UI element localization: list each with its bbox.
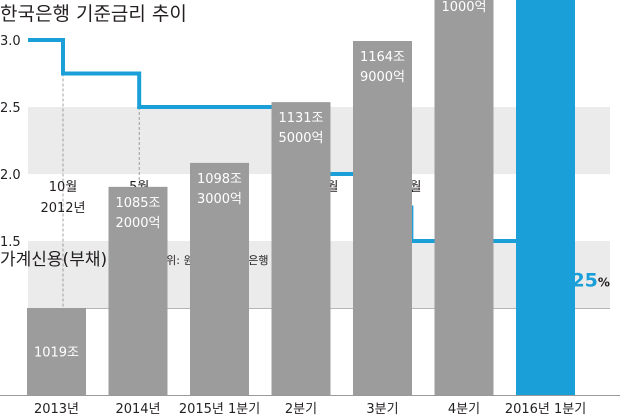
debt-bar-label-1-0: 1085조 bbox=[115, 196, 160, 211]
rate-x-year-0: 2012년 bbox=[40, 201, 85, 216]
rate-y-tick-0: 3.0 bbox=[0, 34, 21, 49]
debt-bar-label-2-0: 1098조 bbox=[197, 172, 242, 187]
debt-bar-label-0: 1019조 bbox=[34, 346, 79, 361]
debt-x-label-2: 2015년 1분기 bbox=[179, 402, 260, 417]
debt-bar-label-5-1: 1000억 bbox=[441, 0, 486, 15]
rate-x-month-0: 10월 bbox=[49, 180, 78, 195]
rate-chart-title: 한국은행 기준금리 추이 bbox=[0, 3, 187, 25]
debt-bar-3 bbox=[271, 102, 331, 395]
rate-y-tick-3: 1.5 bbox=[0, 235, 21, 250]
debt-x-label-6: 2016년 1분기 bbox=[505, 402, 586, 417]
debt-chart-title: 가계신용(부채) 추이 bbox=[0, 250, 144, 270]
debt-bar-1 bbox=[108, 186, 168, 395]
rate-y-tick-1: 2.5 bbox=[0, 101, 21, 116]
debt-bar-label-3-1: 5000억 bbox=[278, 131, 323, 146]
debt-x-label-1: 2014년 bbox=[115, 402, 160, 417]
debt-bar-0 bbox=[27, 308, 86, 395]
debt-bar-label-4-0: 1164조 bbox=[360, 50, 405, 65]
debt-x-label-4: 3분기 bbox=[366, 402, 398, 417]
debt-bar-label-2-1: 3000억 bbox=[197, 192, 242, 207]
debt-bar-2 bbox=[190, 162, 249, 395]
debt-bar-4 bbox=[353, 41, 412, 396]
rate-point-2 bbox=[137, 105, 142, 109]
debt-bar-label-3-0: 1131조 bbox=[278, 111, 323, 126]
rate-y-tick-2: 2.0 bbox=[0, 168, 21, 183]
debt-x-label-3: 2분기 bbox=[285, 402, 317, 417]
debt-x-label-0: 2013년 bbox=[34, 402, 79, 417]
rate-point-1 bbox=[61, 71, 65, 76]
debt-x-label-5: 4분기 bbox=[448, 402, 480, 417]
debt-bar-5 bbox=[434, 0, 494, 396]
debt-bar-label-4-1: 9000억 bbox=[360, 70, 405, 85]
debt-bar-6 bbox=[516, 0, 575, 396]
debt-bar-label-1-1: 2000억 bbox=[115, 216, 160, 231]
